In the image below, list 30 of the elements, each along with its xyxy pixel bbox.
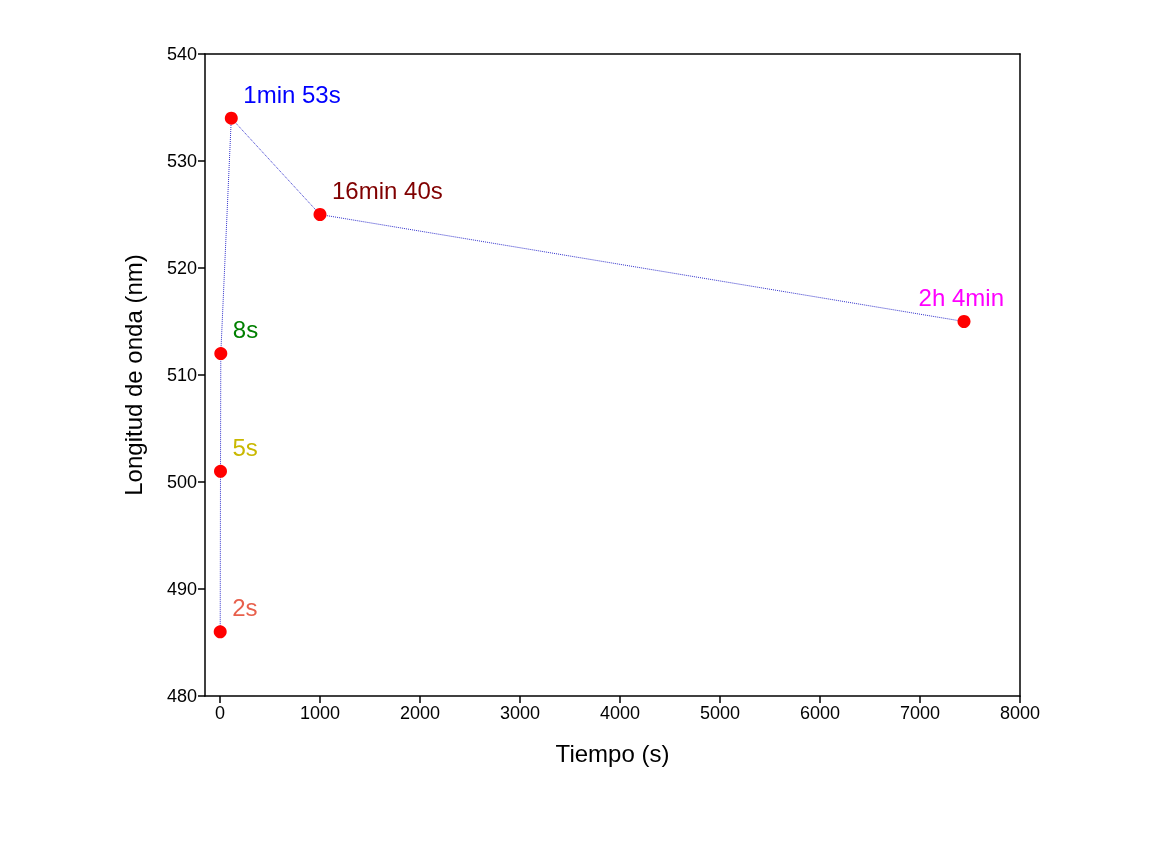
- point: [213, 625, 227, 639]
- annotation: 1min 53s: [243, 80, 341, 108]
- point: [313, 208, 327, 221]
- y-tick-label: 540: [166, 44, 197, 64]
- annotation: 8s: [232, 316, 259, 344]
- point: [224, 111, 238, 125]
- x-axis-title: Tiempo (s): [555, 739, 670, 767]
- x-tick-label: 1000: [299, 703, 341, 723]
- x-tick-label: 8000: [999, 703, 1041, 723]
- x-tick-label: 2000: [399, 703, 441, 723]
- x-tick-label: 6000: [799, 703, 841, 723]
- point: [214, 347, 228, 361]
- annotation: 2h 4min: [918, 284, 1004, 311]
- y-tick-label: 520: [166, 258, 197, 278]
- point: [957, 315, 971, 328]
- point: [214, 464, 227, 478]
- y-axis-title: Longitud de onda (nm): [119, 254, 147, 496]
- y-tick-label: 500: [166, 472, 197, 492]
- annotation: 5s: [232, 433, 258, 461]
- annotation: 16min 40s: [332, 177, 443, 204]
- y-tick-label: 490: [166, 579, 197, 599]
- x-tick-label: 5000: [699, 703, 741, 723]
- y-tick-label: 510: [166, 365, 197, 385]
- annotation: 2s: [232, 594, 258, 622]
- y-tick-label: 530: [166, 151, 197, 171]
- x-tick-label: 4000: [599, 703, 641, 723]
- x-tick-label: 0: [214, 703, 226, 723]
- x-tick-label: 7000: [899, 703, 941, 723]
- x-tick-label: 3000: [499, 703, 541, 723]
- y-tick-label: 480: [166, 686, 197, 706]
